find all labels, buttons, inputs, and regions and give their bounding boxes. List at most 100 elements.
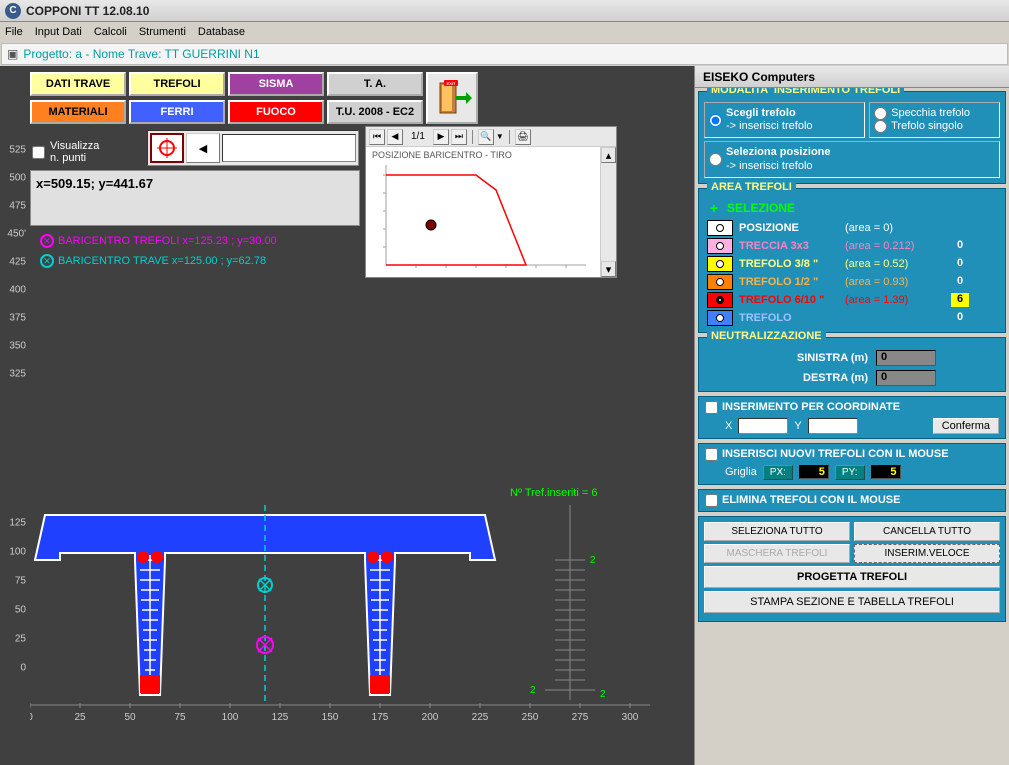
trefoli-count: 0 (951, 239, 969, 253)
menu-database[interactable]: Database (198, 26, 245, 38)
neutralizzazione-box: NEUTRALIZZAZIONE SINISTRA (m) 0 DESTRA (… (698, 337, 1006, 392)
trefoli-row[interactable]: TREFOLO0 (704, 309, 1000, 327)
btn-exit-icon[interactable]: EXIT (426, 72, 478, 124)
btn-tu2008[interactable]: T.U. 2008 - EC2 (327, 100, 423, 124)
chart-next-icon[interactable]: ▶ (433, 129, 449, 145)
sinistra-value[interactable]: 0 (876, 350, 936, 366)
modalita-fieldset: MODALITA' INSERIMENTO TREFOLI Scegli tre… (698, 91, 1006, 184)
ruler-tick: 525 (9, 145, 26, 156)
svg-text:2: 2 (590, 555, 596, 566)
svg-text:75: 75 (174, 712, 186, 723)
trefoli-row[interactable]: TREFOLO 3/8 "(area = 0.52)0 (704, 255, 1000, 273)
baricentro-trave-icon (40, 254, 54, 268)
coord-display: x=509.15; y=441.67 (30, 170, 360, 226)
trefoli-row[interactable]: TREFOLO 6/10 "(area = 1.39)6 (704, 291, 1000, 309)
menu-input-dati[interactable]: Input Dati (35, 26, 82, 38)
zoom-left-icon[interactable]: ◀ (186, 133, 220, 163)
ruler-tick: 350 (9, 341, 26, 352)
cancella-tutto-button[interactable]: CANCELLA TUTTO (854, 522, 1000, 541)
swatch-icon (707, 274, 733, 290)
ruler-tick: 0 (20, 663, 26, 674)
trefoli-area: (area = 1.39) (845, 294, 945, 306)
radio-seleziona-pos[interactable] (709, 153, 722, 166)
swatch-icon (707, 256, 733, 272)
svg-text:300: 300 (622, 712, 639, 723)
chart-box: ⏮ ◀ 1/1 ▶ ⏭ 🔍 ▼ 🖨 POSIZIONE BARICENTRO -… (365, 126, 617, 278)
menubar: File Input Dati Calcoli Strumenti Databa… (0, 22, 1009, 42)
coord-ins-checkbox[interactable] (705, 401, 718, 414)
visualizza-label1: Visualizza (50, 140, 99, 152)
btn-ferri[interactable]: FERRI (129, 100, 225, 124)
conferma-button[interactable]: Conferma (933, 418, 999, 434)
chart-last-icon[interactable]: ⏭ (451, 129, 467, 145)
modalita-legend: MODALITA' INSERIMENTO TREFOLI (707, 88, 904, 96)
chart-print-icon[interactable]: 🖨 (515, 129, 531, 145)
py-value[interactable]: 5 (871, 465, 901, 479)
elimina-label: ELIMINA TREFOLI CON IL MOUSE (722, 494, 900, 506)
top-buttons: DATI TRAVE TREFOLI SISMA T. A. EXIT MATE… (30, 72, 522, 124)
btn-materiali[interactable]: MATERIALI (30, 100, 126, 124)
radio-specchia[interactable] (874, 107, 887, 120)
btn-fuoco[interactable]: FUOCO (228, 100, 324, 124)
menu-strumenti[interactable]: Strumenti (139, 26, 186, 38)
px-value[interactable]: 5 (799, 465, 829, 479)
project-icon: ▣ (7, 47, 18, 61)
opt3a-label: Seleziona posizione (726, 146, 831, 158)
mouse-ins-box: INSERISCI NUOVI TREFOLI CON IL MOUSE Gri… (698, 443, 1006, 485)
radio-scegli[interactable] (709, 114, 722, 127)
stampa-button[interactable]: STAMPA SEZIONE E TABELLA TREFOLI (704, 591, 1000, 613)
px-button[interactable]: PX: (763, 465, 793, 480)
x-input[interactable] (738, 418, 788, 434)
project-title: Progetto: a - Nome Trave: TT GUERRINI N1 (23, 47, 259, 61)
chart-svg (376, 165, 596, 273)
modalita-opt3[interactable]: Seleziona posizione-> inserisci trefolo (704, 141, 1000, 177)
baricentro-trefoli: BARICENTRO TREFOLI x=125.23 ; y=30.00 (40, 234, 277, 248)
zoom-toolbar: ◀ (147, 130, 359, 166)
chart-scrollbar[interactable]: ▴ ▾ (600, 147, 616, 277)
radio-singolo[interactable] (874, 120, 887, 133)
svg-text:175: 175 (372, 712, 389, 723)
mouse-ins-checkbox[interactable] (705, 448, 718, 461)
svg-text:250: 250 (522, 712, 539, 723)
elimina-checkbox[interactable] (705, 494, 718, 507)
ruler-tick: 25 (15, 634, 26, 645)
inserim-veloce-button[interactable]: INSERIM.VELOCE (854, 544, 1000, 563)
trefoli-row[interactable]: TRECCIA 3x3(area = 0.212)0 (704, 237, 1000, 255)
chart-zoom-icon[interactable]: 🔍 (478, 129, 494, 145)
ruler-tick: 325 (9, 369, 26, 380)
trefoli-row[interactable]: POSIZIONE(area = 0) (704, 219, 1000, 237)
chart-first-icon[interactable]: ⏮ (369, 129, 385, 145)
trefoli-row[interactable]: TREFOLO 1/2 "(area = 0.93)0 (704, 273, 1000, 291)
py-button[interactable]: PY: (835, 465, 865, 480)
maschera-trefoli-button[interactable]: MASCHERA TREFOLI (704, 544, 850, 563)
ruler-tick: 500 (9, 173, 26, 184)
trefoli-plus-icon: + (707, 200, 721, 216)
svg-text:200: 200 (422, 712, 439, 723)
menu-calcoli[interactable]: Calcoli (94, 26, 127, 38)
opt1b-label: -> inserisci trefolo (726, 120, 813, 132)
y-input[interactable] (808, 418, 858, 434)
progetta-trefoli-button[interactable]: PROGETTA TREFOLI (704, 566, 1000, 588)
area-trefoli-legend: AREA TREFOLI (707, 181, 796, 193)
btn-trefoli[interactable]: TREFOLI (129, 72, 225, 96)
chart-prev-icon[interactable]: ◀ (387, 129, 403, 145)
modalita-opt1[interactable]: Scegli trefolo-> inserisci trefolo (704, 102, 865, 138)
left-ruler: 525 500 475 450' 425 400 375 350 325 125… (0, 126, 28, 765)
opt2a-label: Specchia trefolo (891, 107, 970, 120)
menu-file[interactable]: File (5, 26, 23, 38)
btn-dati-trave[interactable]: DATI TRAVE (30, 72, 126, 96)
canvas-area[interactable]: 525 500 475 450' 425 400 375 350 325 125… (0, 66, 694, 765)
visualizza-checkbox[interactable] (32, 146, 45, 159)
zoom-target-icon[interactable] (150, 133, 184, 163)
swatch-icon (707, 238, 733, 254)
zoom-slider[interactable] (222, 134, 356, 162)
destra-value[interactable]: 0 (876, 370, 936, 386)
opt1a-label: Scegli trefolo (726, 107, 796, 119)
seleziona-tutto-button[interactable]: SELEZIONA TUTTO (704, 522, 850, 541)
btn-ta[interactable]: T. A. (327, 72, 423, 96)
trefoli-name: TREFOLO (739, 312, 839, 324)
btn-sisma[interactable]: SISMA (228, 72, 324, 96)
cross-section-svg: 2 2 2 0255075100125150175200225250275300 (30, 505, 690, 745)
trefoli-name: TREFOLO 3/8 " (739, 258, 839, 270)
coord-text: x=509.15; y=441.67 (36, 176, 153, 191)
